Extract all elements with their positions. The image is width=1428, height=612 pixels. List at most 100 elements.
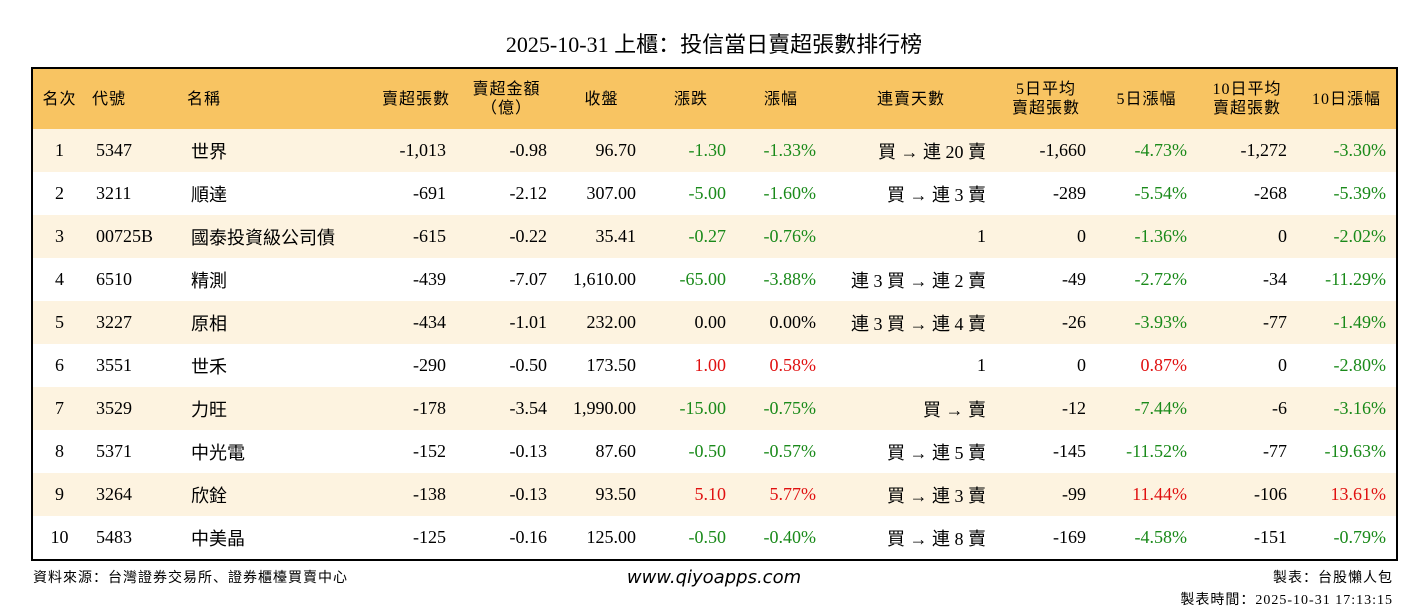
cell: 5.10 bbox=[646, 473, 736, 516]
cell: 232.00 bbox=[557, 301, 646, 344]
table-row: 10 5483 中美晶 -125 -0.16 125.00 -0.50 -0.40% 買 → 連… bbox=[32, 516, 1397, 560]
cell: -11.29% bbox=[1325, 269, 1386, 289]
header-line: 漲跌 bbox=[673, 90, 708, 108]
cell: -1.33% bbox=[736, 129, 826, 172]
cell: 中光電 bbox=[191, 442, 245, 463]
cell: 5347 bbox=[86, 129, 181, 172]
header-cell: 5日平均賣超張數 bbox=[996, 68, 1096, 129]
cell: -0.13 bbox=[456, 473, 557, 516]
header-row: 名次 代號 名稱 賣超張數 賣超金額 （億） 收盤 漲跌 漲幅 連賣天數 5日平均 賣超張數 5日漲幅 1… bbox=[32, 68, 1397, 129]
cell: -0.50 bbox=[688, 527, 727, 547]
cell: 10 bbox=[50, 527, 69, 547]
cell: -65.00 bbox=[679, 269, 727, 289]
cell: -2.12 bbox=[509, 183, 548, 203]
header-line: 代號 bbox=[92, 90, 127, 108]
cell: 93.50 bbox=[557, 473, 646, 516]
cell: -1.36% bbox=[1096, 215, 1197, 258]
header-line: 賣超張數 bbox=[1011, 100, 1080, 117]
cell: 307.00 bbox=[586, 183, 637, 203]
cell: 3227 bbox=[86, 301, 181, 344]
cell: -3.30% bbox=[1297, 129, 1397, 172]
header-cell: 代號 bbox=[86, 68, 181, 129]
cell: 0.58% bbox=[769, 355, 817, 375]
cell: -34 bbox=[1263, 269, 1287, 289]
header-cell: 連賣天數 bbox=[826, 68, 996, 129]
cell: -1.60% bbox=[763, 183, 817, 203]
cell: -15.00 bbox=[646, 387, 736, 430]
cell: 13.61% bbox=[1297, 473, 1397, 516]
header-line: （億） bbox=[480, 100, 532, 117]
header-cell: 收盤 bbox=[557, 68, 646, 129]
cell: 5 bbox=[32, 301, 86, 344]
table-row: 6 3551 世禾 -290 -0.50 173.50 1.00 0.58% 1 0 0.87% 0 -… bbox=[32, 344, 1397, 387]
cell: 0.87% bbox=[1140, 355, 1188, 375]
cell: 1,990.00 bbox=[557, 387, 646, 430]
cell: -19.63% bbox=[1324, 441, 1387, 461]
cell: -49 bbox=[1062, 269, 1086, 289]
cell: 8 bbox=[55, 441, 64, 461]
cell: 買 → 賣 bbox=[826, 387, 996, 430]
header-line: 收盤 bbox=[584, 90, 619, 108]
cell: 順達 bbox=[191, 184, 227, 205]
cell: 0 bbox=[1077, 355, 1086, 375]
cell: -290 bbox=[413, 355, 446, 375]
cell: 125.00 bbox=[586, 527, 637, 547]
cell: 11.44% bbox=[1096, 473, 1197, 516]
cell: -169 bbox=[1053, 527, 1086, 547]
cell: 世禾 bbox=[191, 356, 227, 377]
cell: -2.02% bbox=[1297, 215, 1397, 258]
table-row: 3 00725B 國泰投資級公司債 -615 -0.22 35.41 -0.27 -0.76%… bbox=[32, 215, 1397, 258]
cell: 1.00 bbox=[694, 355, 727, 375]
cell: -1,660 bbox=[996, 129, 1096, 172]
cell: 買 → 連 3 賣 bbox=[887, 184, 986, 205]
header-line: 5日平均 bbox=[1015, 81, 1076, 98]
cell: 1,610.00 bbox=[573, 269, 636, 289]
cell: 9 bbox=[32, 473, 86, 516]
cell: -0.40% bbox=[763, 527, 817, 547]
header-cell: 漲幅 bbox=[736, 68, 826, 129]
cell: -3.88% bbox=[763, 269, 817, 289]
timestamp: 製表時間：2025-10-31 17:13:15 bbox=[1180, 593, 1393, 608]
cell: -0.22 bbox=[456, 215, 557, 258]
cell: 買 → 連 8 賣 bbox=[887, 528, 986, 549]
table-body: 1 5347 世界 -1,013 -0.98 96.70 -1.30 -1.33% 買 → 連 … bbox=[32, 129, 1397, 560]
cell: -4.58% bbox=[1134, 527, 1188, 547]
cell: -0.79% bbox=[1333, 527, 1387, 547]
cell: -0.27 bbox=[646, 215, 736, 258]
cell: -3.16% bbox=[1297, 387, 1397, 430]
cell: 1 bbox=[977, 355, 986, 375]
cell: -1,272 bbox=[1197, 129, 1297, 172]
cell: -178 bbox=[361, 387, 456, 430]
cell: -1.30 bbox=[646, 129, 736, 172]
cell: 5.77% bbox=[736, 473, 826, 516]
header-line: 5日漲幅 bbox=[1116, 90, 1177, 108]
cell: -152 bbox=[413, 441, 446, 461]
cell: -4.73% bbox=[1096, 129, 1197, 172]
cell: -5.39% bbox=[1333, 183, 1387, 203]
cell: 力旺 bbox=[181, 387, 361, 430]
cell: -26 bbox=[996, 301, 1096, 344]
cell: -125 bbox=[413, 527, 446, 547]
table-row: 7 3529 力旺 -178 -3.54 1,990.00 -15.00 -0.75% 買 → … bbox=[32, 387, 1397, 430]
cell: -2.80% bbox=[1333, 355, 1387, 375]
cell: -268 bbox=[1254, 183, 1287, 203]
cell: 3264 bbox=[86, 473, 181, 516]
header-cell: 名稱 bbox=[181, 68, 361, 129]
cell: -439 bbox=[413, 269, 446, 289]
cell: 5483 bbox=[96, 527, 132, 547]
cell: 4 bbox=[55, 269, 64, 289]
cell: -7.07 bbox=[509, 269, 548, 289]
cell: -0.75% bbox=[736, 387, 826, 430]
table-row: 9 3264 欣銓 -138 -0.13 93.50 5.10 5.77% 買 → 連 3 賣-… bbox=[32, 473, 1397, 516]
cell: -11.52% bbox=[1126, 441, 1187, 461]
cell: 0.00 bbox=[646, 301, 736, 344]
header-cell: 賣超金額 （億） bbox=[456, 68, 557, 129]
cell: -1.49% bbox=[1297, 301, 1397, 344]
header-line: 賣超金額 bbox=[472, 81, 541, 98]
cell: 0 bbox=[996, 215, 1096, 258]
table-row: 1 5347 世界 -1,013 -0.98 96.70 -1.30 -1.33% 買 → 連 … bbox=[32, 129, 1397, 172]
cell: 7 bbox=[32, 387, 86, 430]
cell: -615 bbox=[361, 215, 456, 258]
cell: 96.70 bbox=[557, 129, 646, 172]
